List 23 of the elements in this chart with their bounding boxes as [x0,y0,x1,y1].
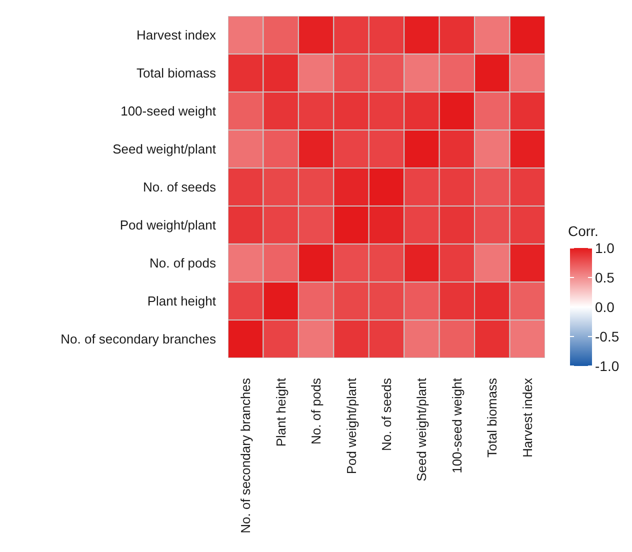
x-tick-label: Total biomass [484,378,500,458]
y-tick-label: No. of seeds [143,180,216,194]
y-tick-label: Total biomass [136,66,216,80]
color-bar-label: -0.5 [595,328,620,344]
y-tick-label: Pod weight/plant [120,218,216,232]
color-bar-label: 1.0 [595,240,615,256]
y-tick-label: Harvest index [136,28,216,42]
x-tick-label: Seed weight/plant [414,378,430,482]
color-bar-label: 0.5 [595,270,615,286]
x-tick-label: Harvest index [520,378,535,458]
x-tick-label: Plant height [273,378,288,447]
x-tick-label: No. of pods [308,378,324,444]
color-bar-label: 0.0 [595,299,615,315]
color-bar-title: Corr. [568,223,598,239]
x-tick-label: No. of seeds [379,378,394,451]
y-tick-label: No. of pods [150,256,216,270]
x-tick-label: 100-seed weight [449,378,464,474]
y-tick-label: 100-seed weight [120,104,216,118]
y-tick-label: Seed weight/plant [112,142,216,156]
color-bar-label: -1.0 [595,358,620,374]
x-tick-label: Pod weight/plant [344,378,359,474]
y-tick-label: Plant height [147,294,216,308]
y-tick-label: No. of secondary branches [60,332,216,346]
